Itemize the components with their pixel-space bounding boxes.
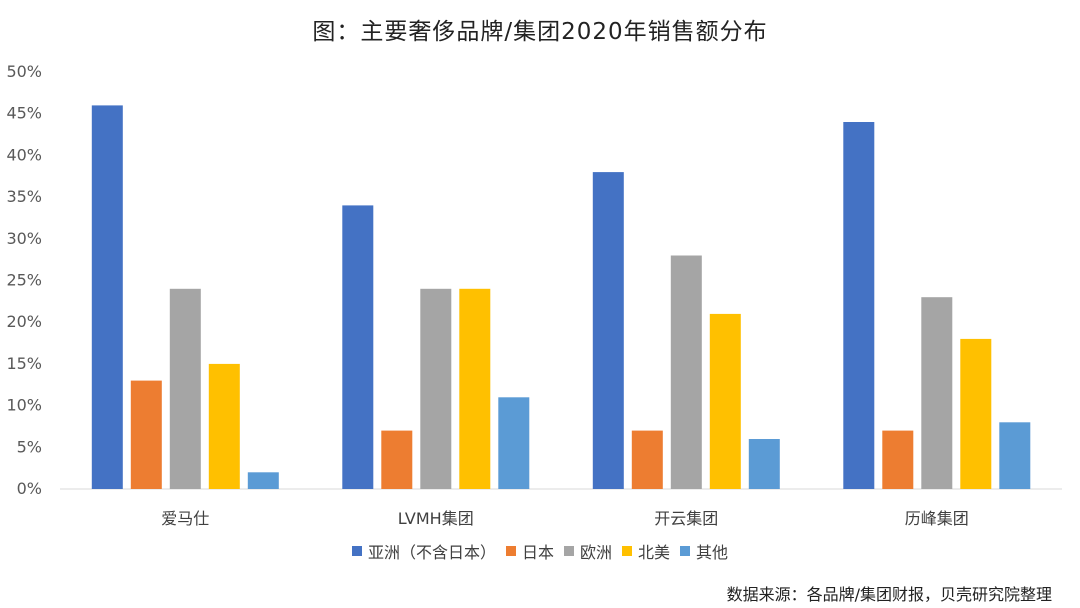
legend-label: 日本 xyxy=(521,543,554,562)
bar xyxy=(748,439,780,489)
data-source-note: 数据来源：各品牌/集团财报，贝壳研究院整理 xyxy=(726,585,1052,604)
y-tick-label: 0% xyxy=(17,479,42,498)
y-tick-label: 35% xyxy=(6,187,42,206)
bar xyxy=(882,430,914,489)
bar xyxy=(420,288,452,489)
x-category-label: LVMH集团 xyxy=(398,509,474,528)
legend-item: 其他 xyxy=(680,539,728,563)
bar xyxy=(381,430,413,489)
legend-item: 亚洲（不含日本） xyxy=(351,539,496,563)
y-tick-label: 10% xyxy=(6,396,42,415)
legend-item: 日本 xyxy=(505,539,554,563)
y-tick-label: 5% xyxy=(17,437,42,456)
x-category-label: 开云集团 xyxy=(654,509,718,528)
bar xyxy=(459,288,491,489)
bar xyxy=(91,105,123,490)
bar xyxy=(247,472,279,489)
bar xyxy=(670,255,702,489)
bar xyxy=(709,313,741,489)
legend-label: 北美 xyxy=(638,543,671,562)
bar xyxy=(130,380,162,489)
y-tick-label: 20% xyxy=(6,312,42,331)
legend-swatch xyxy=(505,546,516,556)
legend-item: 北美 xyxy=(622,539,670,563)
bar xyxy=(960,338,992,489)
bar xyxy=(342,205,374,489)
x-category-label: 爱马仕 xyxy=(161,509,209,528)
legend-swatch xyxy=(622,546,632,556)
legend-swatch xyxy=(351,546,362,556)
bar-chart: 0% 5% 10% 15% 20% 25% 30% 35% 40% 45% 50% 爱马仕 LVMH集团… xyxy=(6,62,1062,528)
bar xyxy=(592,172,624,489)
bar xyxy=(208,363,240,489)
bar xyxy=(999,422,1031,489)
legend-item: 欧洲 xyxy=(563,539,612,563)
legend-label: 亚洲（不含日本） xyxy=(367,543,496,562)
legend-swatch xyxy=(680,546,691,556)
chart-title: 图：主要奢侈品牌/集团2020年销售额分布 xyxy=(312,19,768,45)
x-category-label: 历峰集团 xyxy=(905,509,969,528)
chart-legend: 亚洲（不含日本） 日本 欧洲 北美 其他 xyxy=(0,539,1080,563)
y-tick-label: 30% xyxy=(6,229,42,248)
y-tick-label: 40% xyxy=(6,145,42,164)
bar xyxy=(843,122,875,489)
legend-label: 欧洲 xyxy=(579,543,612,562)
bar xyxy=(498,397,530,489)
bar xyxy=(631,430,663,489)
bar xyxy=(169,288,201,489)
bar xyxy=(921,297,953,489)
legend-swatch xyxy=(563,546,574,556)
y-tick-label: 25% xyxy=(6,271,42,290)
legend-label: 其他 xyxy=(696,543,729,562)
y-tick-label: 45% xyxy=(6,104,42,123)
y-tick-label: 50% xyxy=(6,62,42,81)
y-tick-label: 15% xyxy=(6,354,42,373)
